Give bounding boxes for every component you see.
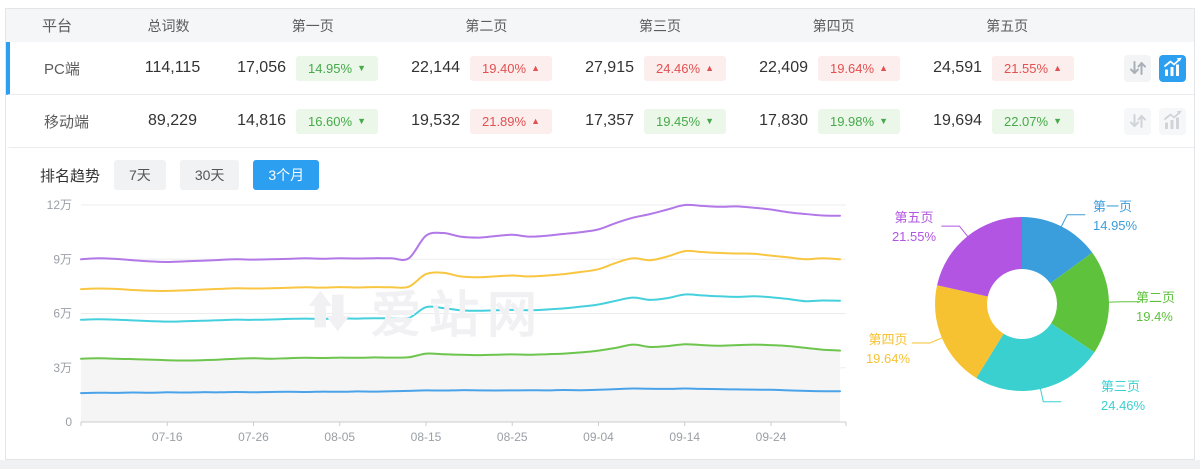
donut-label-page1: 第一页 14.95% bbox=[1093, 199, 1138, 233]
keyword-count: 22,144 bbox=[411, 59, 460, 76]
bar-chart-trend-icon bbox=[1163, 57, 1182, 76]
donut-chart-container: 第一页 14.95% 第二页 19.4% 第三页 24.46% 第四页 19.6… bbox=[856, 189, 1194, 455]
keyword-count: 27,915 bbox=[585, 59, 634, 76]
keyword-count: 22,409 bbox=[759, 59, 808, 76]
table-row-pc[interactable]: PC端 114,115 17,056 14.95% ▼ 22,144 19.40%… bbox=[6, 42, 1194, 95]
trend-arrow-icon: ▲ bbox=[879, 62, 888, 73]
bar-chart-trend-icon bbox=[1163, 110, 1182, 129]
trend-arrow-icon: ▲ bbox=[531, 62, 540, 73]
trend-section: 排名趋势 7天 30天 3个月 0 3万 6万 9万 12万 07-16 07-26 08-0… bbox=[6, 148, 1194, 455]
trend-arrow-icon: ▼ bbox=[357, 115, 366, 126]
trend-badge: 16.60% ▼ bbox=[296, 108, 378, 134]
page3-cell: 27,915 24.46% ▲ bbox=[578, 55, 752, 81]
donut-label-page2: 第二页 19.4% bbox=[1136, 290, 1176, 324]
trend-badge: 21.89% ▲ bbox=[470, 108, 552, 134]
trend-badge: 24.46% ▲ bbox=[644, 55, 726, 81]
platform-label: 移动端 bbox=[44, 113, 90, 131]
page-background-strip bbox=[0, 460, 1200, 469]
keyword-count: 19,532 bbox=[411, 112, 460, 129]
svg-text:9万: 9万 bbox=[53, 252, 72, 266]
header-total-words: 总词数 bbox=[147, 17, 190, 34]
page5-cell: 19,694 22.07% ▼ bbox=[926, 108, 1100, 134]
trend-badge: 19.45% ▼ bbox=[644, 108, 726, 134]
donut-label-page4: 第四页 19.64% bbox=[865, 332, 911, 366]
page-share-donut-chart bbox=[911, 214, 1140, 403]
keyword-count: 24,591 bbox=[933, 59, 982, 76]
chart-icon-button[interactable] bbox=[1159, 107, 1186, 135]
trend-arrow-icon: ▼ bbox=[357, 62, 366, 73]
chart-icon-button[interactable] bbox=[1159, 54, 1186, 82]
page2-cell: 19,532 21.89% ▲ bbox=[404, 108, 578, 134]
trend-badge: 19.98% ▼ bbox=[818, 108, 900, 134]
sort-icon-button[interactable] bbox=[1124, 54, 1151, 82]
trend-badge: 21.55% ▲ bbox=[992, 55, 1074, 81]
svg-text:08-15: 08-15 bbox=[411, 430, 442, 444]
svg-text:08-25: 08-25 bbox=[497, 430, 528, 444]
trend-range-button-7d[interactable]: 7天 bbox=[114, 160, 166, 190]
trend-arrow-icon: ▼ bbox=[879, 115, 888, 126]
header-platform: 平台 bbox=[42, 18, 73, 35]
header-page2: 第二页 bbox=[465, 17, 508, 34]
trend-header: 排名趋势 7天 30天 3个月 bbox=[6, 148, 1194, 190]
keyword-count: 17,830 bbox=[759, 112, 808, 129]
keyword-count: 17,357 bbox=[585, 112, 634, 129]
svg-text:0: 0 bbox=[65, 415, 72, 429]
header-page5: 第五页 bbox=[986, 17, 1029, 34]
trend-arrow-icon: ▲ bbox=[705, 62, 714, 73]
row-actions bbox=[1100, 54, 1200, 82]
trend-badge: 14.95% ▼ bbox=[296, 55, 378, 81]
svg-text:09-14: 09-14 bbox=[669, 430, 700, 444]
svg-text:6万: 6万 bbox=[53, 307, 72, 321]
trend-range-button-30d[interactable]: 30天 bbox=[179, 160, 240, 190]
sort-arrows-icon bbox=[1129, 61, 1146, 75]
trend-arrow-icon: ▲ bbox=[1053, 62, 1062, 73]
total-words-value: 114,115 bbox=[144, 59, 201, 76]
svg-text:07-26: 07-26 bbox=[238, 430, 269, 444]
svg-text:3万: 3万 bbox=[53, 361, 72, 375]
page5-cell: 24,591 21.55% ▲ bbox=[926, 55, 1100, 81]
page2-cell: 22,144 19.40% ▲ bbox=[404, 55, 578, 81]
trend-arrow-icon: ▲ bbox=[531, 115, 540, 126]
donut-label-page3: 第三页 24.46% bbox=[1101, 379, 1146, 413]
trend-badge: 19.64% ▲ bbox=[818, 55, 900, 81]
keyword-count: 14,816 bbox=[237, 112, 286, 129]
charts-area: 0 3万 6万 9万 12万 07-16 07-26 08-05 08-15 08-25 09-04… bbox=[6, 189, 1194, 455]
donut-label-page5: 第五页 21.55% bbox=[891, 210, 937, 244]
rank-table: 平台 总词数 第一页 第二页 第三页 第四页 第五页 PC端 114,115 1… bbox=[6, 9, 1194, 148]
svg-text:08-05: 08-05 bbox=[324, 430, 355, 444]
svg-text:07-16: 07-16 bbox=[152, 430, 183, 444]
trend-range-button-3m[interactable]: 3个月 bbox=[253, 160, 320, 190]
table-header-row: 平台 总词数 第一页 第二页 第三页 第四页 第五页 bbox=[6, 9, 1194, 42]
header-page3: 第三页 bbox=[638, 17, 681, 34]
page4-cell: 22,409 19.64% ▲ bbox=[752, 55, 926, 81]
trend-arrow-icon: ▼ bbox=[1053, 115, 1062, 126]
header-page4: 第四页 bbox=[812, 17, 855, 34]
trend-section-title: 排名趋势 bbox=[40, 167, 101, 185]
trend-badge: 22.07% ▼ bbox=[992, 108, 1074, 134]
sort-arrows-icon bbox=[1129, 114, 1146, 128]
page1-cell: 17,056 14.95% ▼ bbox=[230, 55, 404, 81]
platform-label: PC端 bbox=[44, 60, 80, 78]
page1-cell: 14,816 16.60% ▼ bbox=[230, 108, 404, 134]
page4-cell: 17,830 19.98% ▼ bbox=[752, 108, 926, 134]
trend-badge: 19.40% ▲ bbox=[470, 55, 552, 81]
svg-text:09-24: 09-24 bbox=[756, 430, 787, 444]
sort-icon-button[interactable] bbox=[1124, 107, 1151, 135]
svg-text:09-04: 09-04 bbox=[583, 430, 614, 444]
row-actions bbox=[1100, 107, 1200, 135]
keyword-count: 17,056 bbox=[237, 59, 286, 76]
header-page1: 第一页 bbox=[291, 17, 334, 34]
table-row-mobile[interactable]: 移动端 89,229 14,816 16.60% ▼ 19,532 21.89% ▲… bbox=[6, 95, 1194, 148]
keyword-rank-card: 平台 总词数 第一页 第二页 第三页 第四页 第五页 PC端 114,115 1… bbox=[5, 8, 1195, 460]
page3-cell: 17,357 19.45% ▼ bbox=[578, 108, 752, 134]
keyword-count: 19,694 bbox=[933, 112, 982, 129]
trend-line-chart: 0 3万 6万 9万 12万 07-16 07-26 08-05 08-15 08-25 09-04… bbox=[47, 198, 847, 444]
total-words-value: 89,229 bbox=[148, 112, 197, 129]
line-chart-container: 0 3万 6万 9万 12万 07-16 07-26 08-05 08-15 08-25 09-04… bbox=[6, 189, 856, 455]
svg-text:12万: 12万 bbox=[47, 198, 72, 212]
trend-arrow-icon: ▼ bbox=[705, 115, 714, 126]
